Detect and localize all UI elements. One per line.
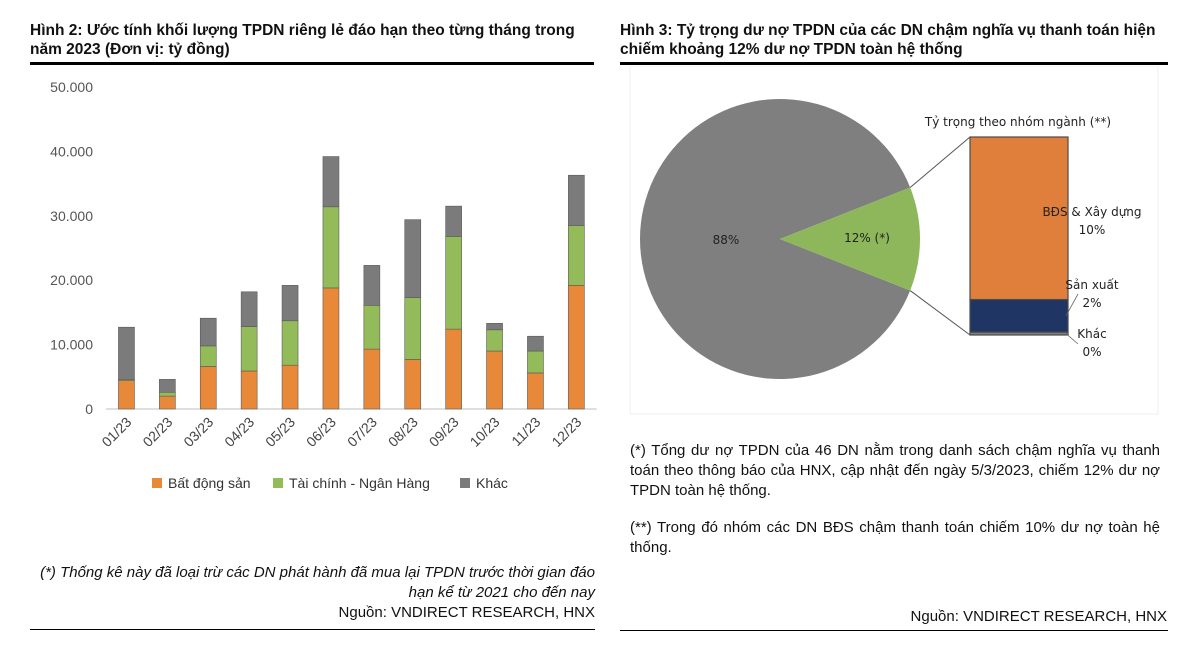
leader-line-manufacturing: [1065, 293, 1079, 316]
leader-line-other: [1065, 333, 1079, 345]
pie-slice-other-bonds: [640, 99, 911, 379]
pie-label-12: 12% (*): [844, 231, 890, 245]
connector-bottom: [909, 290, 971, 336]
y-tick-label: 40.000: [50, 143, 93, 159]
pie-slice-delayed-bonds: [780, 187, 920, 291]
y-tick-label: 50.000: [50, 79, 93, 95]
bar-segment-finance: [240, 326, 258, 372]
bar-segment-finance: [363, 305, 381, 350]
bar-segment-bds: [240, 370, 258, 410]
bar-segment-other: [240, 291, 258, 327]
bar-segment-other: [486, 323, 503, 331]
bar-segment-finance: [568, 225, 585, 286]
left-bottom-rule: [30, 629, 595, 630]
legend-swatch-other: [460, 478, 470, 488]
bar-segment-other: [445, 205, 462, 237]
breakdown-label-pct: 0%: [1082, 345, 1101, 359]
legend-label-other: Khác: [476, 475, 508, 491]
x-tick-label: 06/23: [303, 414, 339, 450]
bar-segment-other: [159, 379, 176, 393]
y-tick-label: 10.000: [50, 337, 93, 353]
bar-segment-finance: [445, 236, 462, 330]
pie-label-88: 88%: [713, 233, 740, 247]
x-tick-label: 11/23: [508, 414, 544, 450]
bar-segment-bds: [159, 395, 176, 410]
legend-swatch-finance: [273, 478, 283, 488]
legend-label-bds: Bất động sản: [168, 475, 251, 491]
breakdown-label-pct: 10%: [1079, 223, 1106, 237]
bar-segment-bds: [199, 366, 217, 410]
left-footnote: (*) Thống kê này đã loại trừ các DN phát…: [40, 564, 595, 601]
bar-segment-finance: [527, 350, 544, 374]
x-tick-label: 02/23: [139, 414, 175, 450]
left-figure-title: Hình 2: Ước tính khối lượng TPDN riêng l…: [30, 22, 575, 58]
right-footnote-2: (**) Trong đó nhóm các DN BĐS chậm thanh…: [630, 519, 1160, 556]
bar-chart: 0 10.000 20.000 30.000 40.000 50.000 01/23 02/2…: [50, 79, 597, 450]
bar-segment-bds: [322, 287, 340, 410]
breakdown-label-name: BĐS & Xây dựng: [1042, 205, 1141, 219]
bar-segment-other: [527, 335, 544, 352]
bar-segment-finance: [281, 320, 299, 366]
x-tick-label: 05/23: [262, 414, 298, 450]
left-source: Nguồn: VNDIRECT RESEARCH, HNX: [338, 604, 595, 621]
bar-segment-bds: [568, 285, 585, 410]
bar-segment-other: [363, 265, 381, 306]
x-tick-label: 09/23: [426, 414, 462, 450]
bar-segment-other: [199, 317, 217, 347]
x-tick-label: 03/23: [180, 414, 216, 450]
y-tick-label: 20.000: [50, 272, 93, 288]
bar-segment-finance: [322, 206, 340, 289]
bar-segment-bds: [118, 380, 135, 410]
left-title-rule: [30, 62, 594, 65]
bar-segment-bds: [281, 364, 299, 410]
bar-segment-bds: [404, 359, 422, 410]
right-source: Nguồn: VNDIRECT RESEARCH, HNX: [910, 608, 1167, 625]
x-tick-label: 04/23: [221, 414, 257, 450]
bar-segment-bds: [445, 328, 462, 410]
legend-label-finance: Tài chính - Ngân Hàng: [289, 475, 430, 491]
x-tick-label: 08/23: [385, 414, 421, 450]
pie-chart: 88% 12% (*) Tỷ trọng theo nhóm ngành (**) B…: [629, 66, 1159, 415]
x-tick-label: 01/23: [98, 414, 134, 450]
x-tick-label: 12/23: [548, 414, 584, 450]
breakdown-label-name: Khác: [1077, 327, 1106, 341]
bar-segment-other: [404, 219, 422, 298]
right-title-rule: [620, 62, 1168, 65]
legend-item-other: Khác: [460, 475, 508, 491]
right-figure-title: Hình 3: Tỷ trọng dư nợ TPDN của các DN c…: [620, 22, 1156, 58]
x-tick-label: 10/23: [467, 414, 503, 450]
bar-segment-other: [281, 285, 299, 322]
breakdown-title: Tỷ trọng theo nhóm ngành (**): [924, 115, 1111, 129]
breakdown-label-name: Sản xuất: [1065, 278, 1118, 292]
y-tick-label: 0: [85, 401, 93, 417]
right-bottom-rule: [620, 630, 1168, 631]
bar-segment-bds: [486, 350, 503, 410]
connector-top: [909, 136, 971, 188]
bar-segment-bds: [363, 348, 381, 410]
legend-swatch-bds: [152, 478, 162, 488]
right-footnote-1: (*) Tổng dư nợ TPDN của 46 DN nằm trong …: [630, 442, 1160, 499]
bar-segment-bds: [527, 372, 544, 410]
bar-segment-finance: [159, 391, 176, 397]
bar-segment-finance: [486, 329, 503, 352]
legend-item-finance: Tài chính - Ngân Hàng: [273, 475, 430, 491]
breakdown-label-pct: 2%: [1082, 296, 1101, 310]
bar-segment-finance: [199, 345, 217, 367]
bar-segment-other: [322, 156, 340, 208]
plot-frame: [629, 66, 1159, 415]
y-tick-label: 30.000: [50, 208, 93, 224]
breakdown-segment-bds: [969, 136, 1069, 301]
x-tick-label: 07/23: [344, 414, 380, 450]
bar-segment-other: [568, 174, 585, 226]
legend-item-bds: Bất động sản: [152, 475, 251, 491]
breakdown-segment-manufacturing: [969, 298, 1069, 333]
bar-segment-finance: [404, 297, 422, 360]
bar-segment-other: [118, 326, 135, 380]
